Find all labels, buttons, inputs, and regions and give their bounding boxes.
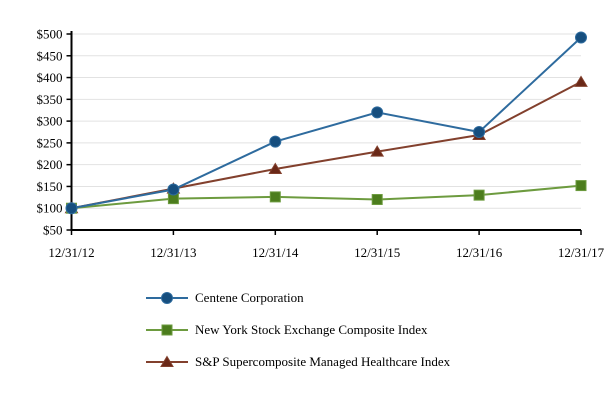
legend-label-centene: Centene Corporation <box>195 289 304 305</box>
centene-line-circle-swatch <box>146 291 188 304</box>
svg-text:$150: $150 <box>37 179 63 194</box>
svg-text:$350: $350 <box>37 92 63 107</box>
svg-text:12/31/17: 12/31/17 <box>558 245 605 260</box>
legend-label-nyse: New York Stock Exchange Composite Index <box>195 321 428 337</box>
svg-text:$450: $450 <box>37 48 63 63</box>
svg-text:$200: $200 <box>37 157 63 172</box>
legend-item-centene: Centene Corporation <box>146 288 586 307</box>
nyse-line-square-swatch <box>146 324 188 335</box>
performance-chart-plot: $50 $100 $150 $200 $250 $300 $350 $400 $450 $500 1… <box>37 27 605 261</box>
svg-text:12/31/13: 12/31/13 <box>150 245 196 260</box>
svg-text:12/31/14: 12/31/14 <box>252 245 299 260</box>
legend-label-sp-healthcare: S&P Supercomposite Managed Healthcare In… <box>195 353 451 369</box>
svg-text:$300: $300 <box>37 114 63 129</box>
legend-item-sp-healthcare: S&P Supercomposite Managed Healthcare In… <box>146 352 586 371</box>
legend-item-nyse: New York Stock Exchange Composite Index <box>146 320 586 339</box>
svg-text:$100: $100 <box>37 201 63 216</box>
svg-text:12/31/15: 12/31/15 <box>354 245 400 260</box>
svg-text:12/31/12: 12/31/12 <box>48 245 94 260</box>
sp-healthcare-line-triangle-swatch <box>146 355 188 367</box>
svg-text:$400: $400 <box>37 70 63 85</box>
svg-text:$50: $50 <box>43 223 63 238</box>
svg-text:$500: $500 <box>37 27 63 42</box>
chart-legend: Centene Corporation New York Stock Excha… <box>146 288 586 384</box>
svg-text:12/31/16: 12/31/16 <box>456 245 503 260</box>
svg-text:$250: $250 <box>37 135 63 150</box>
